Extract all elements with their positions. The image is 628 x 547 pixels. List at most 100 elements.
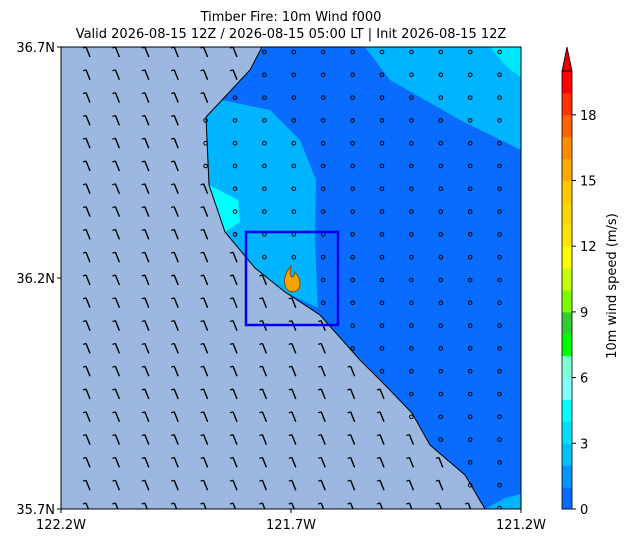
wind-barb [171,388,175,391]
wind-barb [144,320,150,331]
wind-barb [173,343,179,354]
wind-barb [347,479,351,482]
calm-marker [409,95,414,100]
wind-barb [259,274,263,277]
wind-barb [288,479,292,482]
calm-marker [467,300,473,306]
wind-barb [144,183,150,195]
wind-barb [141,320,145,323]
wind-barb [82,92,87,95]
wind-barb [173,502,178,509]
colorbar-band [562,399,572,422]
wind-barb [171,365,175,368]
calm-marker [320,186,326,192]
wind-barb [200,92,204,95]
wind-barb [202,457,209,468]
y-tick-label: 36.2N [16,272,55,287]
calm-marker [409,72,414,78]
wind-barb [202,229,209,240]
wind-barb [112,251,116,254]
wind-barb [202,479,209,491]
wind-barb [232,411,238,423]
calm-marker [262,209,267,214]
wind-barb [173,365,179,377]
calm-marker [497,368,502,374]
wind-barb [85,69,91,81]
wind-barb [144,434,150,445]
wind-barb [376,456,381,459]
calm-marker [350,140,355,146]
wind-barb [202,47,209,58]
wind-barb [141,365,145,368]
wind-barb [229,388,234,391]
wind-barb [82,342,87,345]
wind-barb [114,365,121,377]
colorbar-tick-label: 0 [580,503,588,518]
wind-barb [200,297,204,300]
wind-barb [261,411,268,423]
wind-barb [173,206,179,217]
wind-barb [112,160,116,163]
wind-barb [232,457,238,468]
calm-marker [379,95,385,100]
wind-barb [291,411,297,423]
wind-barb [85,479,91,491]
calm-marker [203,140,208,146]
wind-barb [376,502,381,505]
wind-barb [202,69,209,81]
calm-marker [497,346,502,351]
wind-barb [291,297,297,309]
wind-barb [200,320,204,323]
colorbar-tick-label: 9 [580,306,588,321]
wind-barb [376,479,381,482]
wind-barb [318,411,322,414]
wind-barb [200,342,204,345]
wind-barb [232,434,238,445]
calm-marker [232,140,238,146]
calm-marker [497,95,502,100]
wind-barb [144,229,150,240]
wind-barb [200,502,204,505]
wind-barb [171,456,175,459]
calm-marker [497,300,502,306]
wind-barb [85,434,91,445]
wind-barb [349,502,354,509]
calm-marker [467,437,473,442]
wind-barb [112,206,116,209]
wind-barb [435,456,439,459]
calm-marker [320,72,326,78]
wind-barb [379,388,385,400]
wind-barb [173,137,179,149]
wind-barb [114,69,121,81]
wind-barb [229,502,234,505]
calm-marker [409,49,414,55]
calm-marker [467,482,473,488]
wind-barb [320,479,326,491]
calm-marker [379,163,385,169]
wind-barb [347,365,351,368]
wind-barb [259,342,263,345]
calm-marker [409,277,414,283]
wind-barb [259,456,263,459]
wind-barb [173,274,179,286]
wind-barb [141,137,145,140]
wind-barb [376,411,381,414]
wind-barb [347,456,351,459]
wind-barb [202,274,209,286]
wind-barb [112,365,116,368]
wind-barb [318,456,322,459]
wind-barb [171,137,175,140]
wind-barb [202,251,209,263]
wind-barb [173,457,179,468]
wind-barb [171,206,175,209]
wind-barb [171,320,175,323]
calm-marker [232,232,238,237]
wind-barb [114,320,121,331]
wind-barb [200,251,204,254]
wind-barb [173,229,179,240]
calm-marker [438,163,444,169]
wind-barb [200,479,204,482]
colorbar-tick-label: 18 [580,109,597,124]
wind-barb [82,206,87,209]
calm-marker [320,163,326,169]
